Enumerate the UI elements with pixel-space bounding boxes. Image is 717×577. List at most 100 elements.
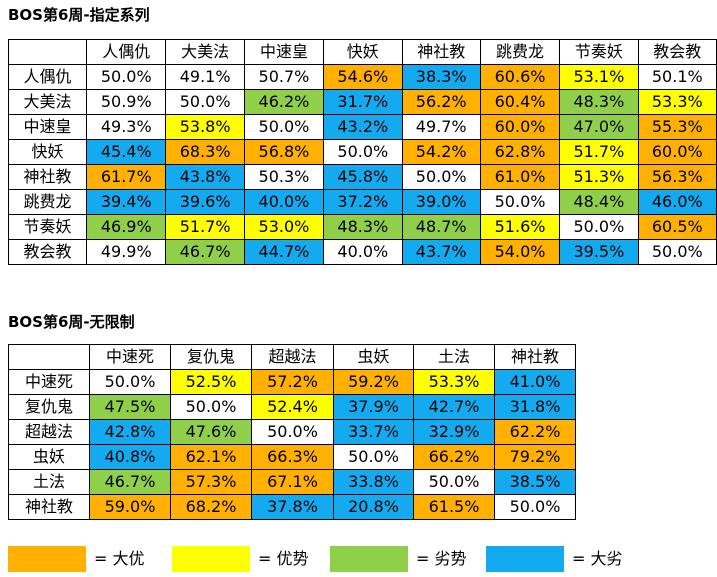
row-header: 土法: [8, 469, 90, 495]
winrate-cell: 50.0%: [170, 394, 252, 420]
table-row: 中速皇 49.3% 53.8% 50.0% 43.2% 49.7% 60.0% 47.0% 55…: [7, 114, 717, 140]
column-header: 跳费龙: [479, 39, 561, 65]
legend-label: = 优势: [258, 549, 309, 568]
winrate-cell: 42.7%: [413, 394, 495, 420]
table-row: 大美法 50.9% 50.0% 46.2% 31.7% 56.2% 60.4% 48.3% 53…: [7, 89, 717, 115]
winrate-cell: 45.8%: [323, 164, 403, 190]
winrate-cell: 61.0%: [479, 164, 561, 190]
winrate-cell: 37.2%: [323, 189, 403, 215]
winrate-cell: 50.0%: [333, 444, 414, 470]
winrate-cell: 66.3%: [251, 444, 334, 470]
winrate-cell: 38.5%: [494, 469, 576, 495]
winrate-cell: 62.8%: [479, 139, 561, 165]
winrate-cell: 54.2%: [401, 139, 481, 165]
winrate-cell: 42.8%: [89, 419, 171, 445]
row-header: 中速皇: [7, 114, 88, 140]
winrate-cell: 52.4%: [251, 394, 334, 420]
winrate-cell: 46.7%: [165, 239, 245, 265]
column-header: 复仇鬼: [170, 344, 252, 370]
winrate-cell: 39.0%: [401, 189, 481, 215]
winrate-cell: 48.3%: [559, 89, 639, 115]
winrate-cell: 53.3%: [413, 369, 495, 395]
winrate-cell: 50.0%: [494, 494, 576, 520]
winrate-cell: 31.8%: [494, 394, 576, 420]
winrate-cell: 56.2%: [401, 89, 481, 115]
column-header: 节奏妖: [559, 39, 639, 65]
winrate-cell: 20.8%: [333, 494, 414, 520]
winrate-cell: 47.0%: [559, 114, 639, 140]
column-header: 神社教: [401, 39, 481, 65]
winrate-cell: 51.7%: [165, 214, 245, 240]
winrate-cell: 33.7%: [333, 419, 414, 445]
winrate-cell: 44.7%: [243, 239, 325, 265]
table2-title: BOS第6周-无限制: [8, 313, 135, 331]
winrate-cell: 49.9%: [86, 239, 167, 265]
winrate-cell: 67.1%: [251, 469, 334, 495]
winrate-cell: 50.0%: [323, 139, 403, 165]
winrate-cell: 60.6%: [479, 64, 561, 90]
winrate-cell: 49.1%: [165, 64, 245, 90]
row-header: 复仇鬼: [8, 394, 90, 420]
row-header: 人偶仇: [7, 64, 88, 90]
row-header: 神社教: [7, 164, 88, 190]
winrate-cell: 50.1%: [637, 64, 717, 90]
winrate-cell: 50.0%: [251, 419, 334, 445]
table-row: 神社教 59.0% 68.2% 37.8% 20.8% 61.5% 50.0%: [8, 494, 576, 520]
winrate-cell: 46.2%: [243, 89, 325, 115]
winrate-cell: 62.2%: [494, 419, 576, 445]
winrate-cell: 39.6%: [165, 189, 245, 215]
legend-swatch: [486, 546, 564, 572]
winrate-cell: 49.3%: [86, 114, 167, 140]
table-row: 人偶仇 50.0% 49.1% 50.7% 54.6% 38.3% 60.6% 53.1% 50…: [7, 64, 717, 90]
winrate-cell: 57.2%: [251, 369, 334, 395]
winrate-cell: 40.0%: [323, 239, 403, 265]
winrate-cell: 38.3%: [401, 64, 481, 90]
row-header: 跳费龙: [7, 189, 88, 215]
column-header: 人偶仇: [86, 39, 167, 65]
column-header: 大美法: [165, 39, 245, 65]
winrate-cell: 60.4%: [479, 89, 561, 115]
matchup-table-designated: 人偶仇 大美法 中速皇 快妖 神社教 跳费龙 节奏妖 教会教 人偶仇 50.0% 49.1% 50.7…: [7, 39, 717, 265]
column-header: 神社教: [494, 344, 576, 370]
winrate-cell: 61.7%: [86, 164, 167, 190]
column-header: 快妖: [323, 39, 403, 65]
winrate-cell: 68.3%: [165, 139, 245, 165]
winrate-cell: 51.6%: [479, 214, 561, 240]
column-header: 土法: [413, 344, 495, 370]
winrate-cell: 59.0%: [89, 494, 171, 520]
legend-label: = 劣势: [416, 549, 467, 568]
winrate-cell: 68.2%: [170, 494, 252, 520]
row-header: 虫妖: [8, 444, 90, 470]
column-header: 虫妖: [333, 344, 414, 370]
winrate-cell: 50.0%: [86, 64, 167, 90]
header-row: 中速死 复仇鬼 超越法 虫妖 土法 神社教: [8, 344, 576, 370]
legend-label: = 大优: [94, 549, 145, 568]
winrate-cell: 54.6%: [323, 64, 403, 90]
winrate-cell: 50.0%: [413, 469, 495, 495]
winrate-cell: 53.3%: [637, 89, 717, 115]
table-row: 复仇鬼 47.5% 50.0% 52.4% 37.9% 42.7% 31.8%: [8, 394, 576, 420]
row-header: 教会教: [7, 239, 88, 265]
table-row: 教会教 49.9% 46.7% 44.7% 40.0% 43.7% 54.0% 39.5% 50…: [7, 239, 717, 265]
winrate-cell: 50.3%: [243, 164, 325, 190]
winrate-cell: 61.5%: [413, 494, 495, 520]
table-row: 土法 46.7% 57.3% 67.1% 33.8% 50.0% 38.5%: [8, 469, 576, 495]
winrate-cell: 60.5%: [637, 214, 717, 240]
row-header: 大美法: [7, 89, 88, 115]
winrate-cell: 50.0%: [89, 369, 171, 395]
winrate-cell: 50.9%: [86, 89, 167, 115]
winrate-cell: 50.0%: [559, 214, 639, 240]
winrate-cell: 50.0%: [479, 189, 561, 215]
winrate-cell: 50.0%: [165, 89, 245, 115]
winrate-cell: 51.7%: [559, 139, 639, 165]
winrate-cell: 53.0%: [243, 214, 325, 240]
legend-swatch: [8, 546, 86, 572]
winrate-cell: 48.3%: [323, 214, 403, 240]
winrate-cell: 66.2%: [413, 444, 495, 470]
winrate-cell: 53.1%: [559, 64, 639, 90]
winrate-cell: 43.8%: [165, 164, 245, 190]
legend-swatch: [330, 546, 408, 572]
winrate-cell: 79.2%: [494, 444, 576, 470]
winrate-cell: 39.5%: [559, 239, 639, 265]
winrate-cell: 47.5%: [89, 394, 171, 420]
